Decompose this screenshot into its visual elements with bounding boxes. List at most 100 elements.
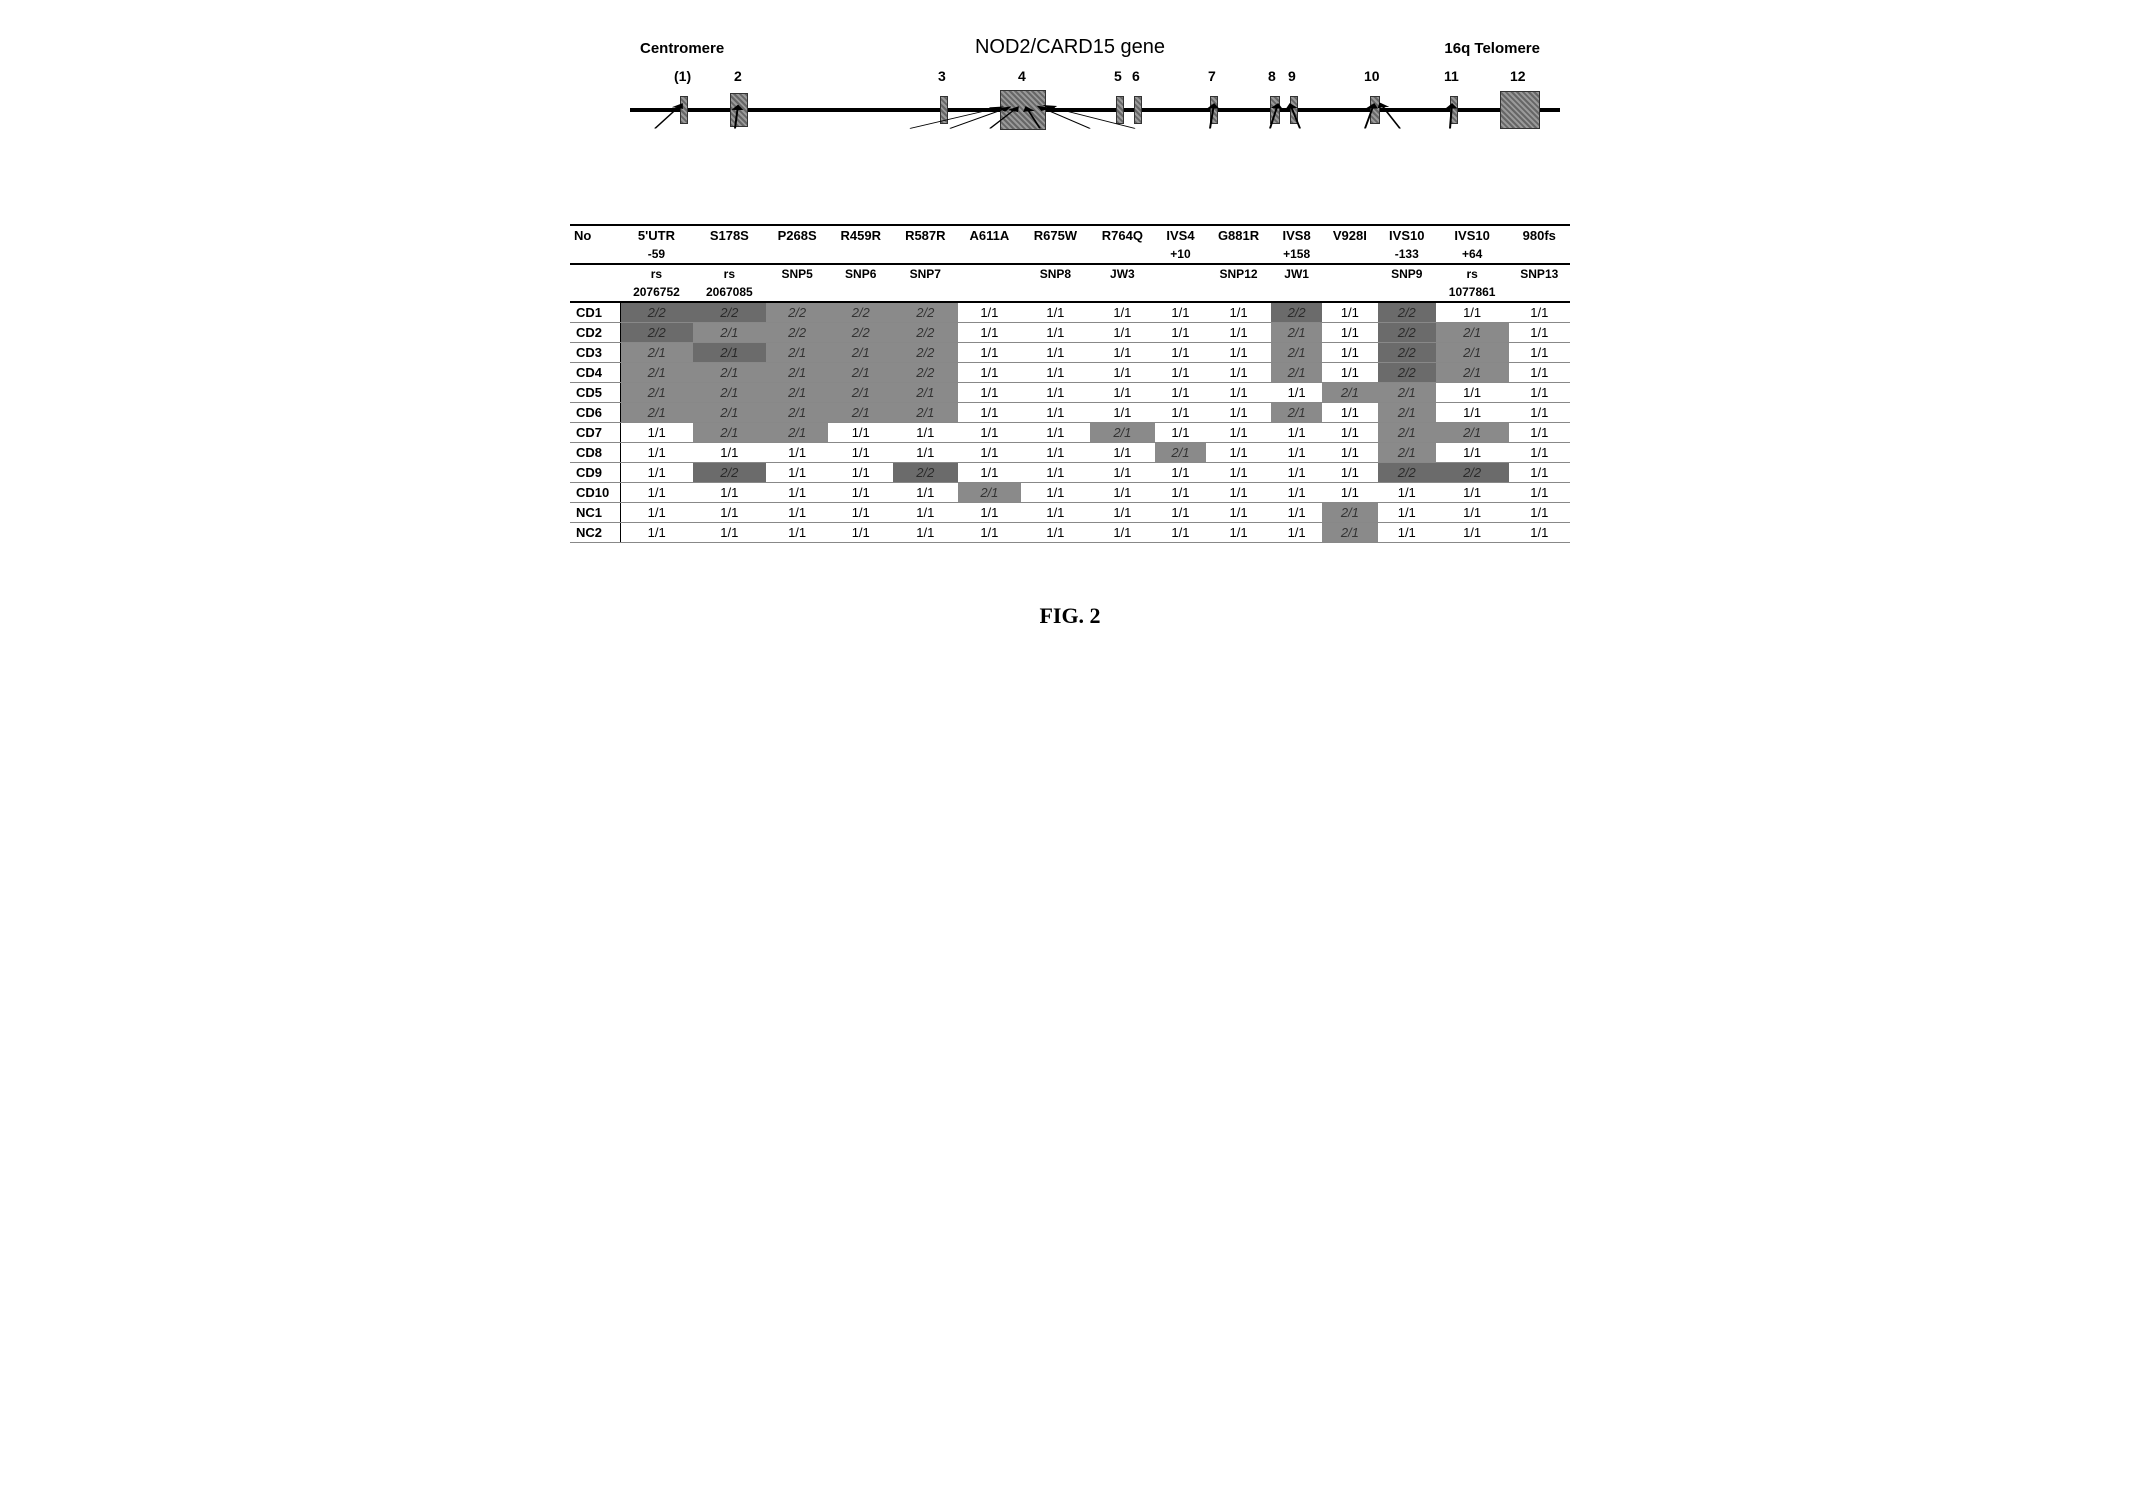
gene-title: NOD2/CARD15 gene bbox=[570, 36, 1570, 59]
genotype-cell: 2/1 bbox=[1436, 423, 1509, 443]
gene-diagram: Centromere NOD2/CARD15 gene 16q Telomere… bbox=[570, 40, 1570, 220]
genotype-cell: 1/1 bbox=[1090, 383, 1156, 403]
genotype-cell: 2/1 bbox=[958, 483, 1022, 503]
genotype-cell: 2/1 bbox=[693, 323, 766, 343]
genotype-cell: 2/2 bbox=[1436, 463, 1509, 483]
genotype-cell: 2/1 bbox=[1271, 323, 1322, 343]
header-variant: R587R bbox=[893, 225, 958, 245]
genotype-cell: 1/1 bbox=[1090, 323, 1156, 343]
row-id: CD6 bbox=[570, 403, 620, 423]
genotype-cell: 1/1 bbox=[958, 423, 1022, 443]
header-variant: A611A bbox=[958, 225, 1022, 245]
gene-track bbox=[570, 90, 1570, 140]
genotype-cell: 1/1 bbox=[1509, 443, 1570, 463]
exon-box bbox=[1500, 91, 1540, 129]
genotype-cell: 2/1 bbox=[766, 403, 829, 423]
exon-number: 11 bbox=[1444, 68, 1459, 84]
row-id: CD5 bbox=[570, 383, 620, 403]
genotype-cell: 2/2 bbox=[828, 323, 893, 343]
header-rs bbox=[1206, 283, 1272, 302]
header-snp: SNP8 bbox=[1021, 264, 1089, 283]
row-id: NC2 bbox=[570, 523, 620, 543]
genotype-cell: 1/1 bbox=[1206, 503, 1272, 523]
genotype-cell: 2/1 bbox=[1322, 383, 1378, 403]
genotype-cell: 1/1 bbox=[1271, 443, 1322, 463]
genotype-cell: 1/1 bbox=[1322, 443, 1378, 463]
header-variant: R675W bbox=[1021, 225, 1089, 245]
genotype-cell: 1/1 bbox=[1322, 483, 1378, 503]
genotype-cell: 2/2 bbox=[893, 463, 958, 483]
genotype-cell: 2/2 bbox=[1378, 363, 1436, 383]
genotype-cell: 2/2 bbox=[828, 302, 893, 323]
genotype-cell: 1/1 bbox=[766, 463, 829, 483]
genotype-cell: 1/1 bbox=[828, 523, 893, 543]
genotype-cell: 1/1 bbox=[1021, 483, 1089, 503]
header-variant: R764Q bbox=[1090, 225, 1156, 245]
table-row: NC11/11/11/11/11/11/11/11/11/11/11/12/11… bbox=[570, 503, 1570, 523]
genotype-cell: 1/1 bbox=[1090, 403, 1156, 423]
genotype-cell: 1/1 bbox=[1206, 423, 1272, 443]
table-row: CD71/12/12/11/11/11/11/12/11/11/11/11/12… bbox=[570, 423, 1570, 443]
genotype-cell: 2/1 bbox=[1155, 443, 1206, 463]
table-row: CD32/12/12/12/12/21/11/11/11/11/12/11/12… bbox=[570, 343, 1570, 363]
genotype-cell: 2/1 bbox=[1322, 523, 1378, 543]
genotype-cell: 1/1 bbox=[693, 503, 766, 523]
header-row-snp: rsrsSNP5SNP6SNP7SNP8JW3SNP12JW1SNP9rsSNP… bbox=[570, 264, 1570, 283]
header-snp: SNP6 bbox=[828, 264, 893, 283]
genotype-cell: 1/1 bbox=[1509, 463, 1570, 483]
genotype-cell: 2/1 bbox=[1378, 443, 1436, 463]
header-offset bbox=[1509, 245, 1570, 264]
genotype-cell: 1/1 bbox=[828, 483, 893, 503]
genotype-cell: 1/1 bbox=[958, 463, 1022, 483]
genotype-cell: 1/1 bbox=[1155, 343, 1206, 363]
genotype-cell: 2/1 bbox=[828, 403, 893, 423]
header-offset: +158 bbox=[1271, 245, 1322, 264]
genotype-cell: 1/1 bbox=[1021, 523, 1089, 543]
exon-number: 6 bbox=[1132, 68, 1140, 84]
header-offset bbox=[1322, 245, 1378, 264]
genotype-cell: 1/1 bbox=[1322, 423, 1378, 443]
genotype-cell: 1/1 bbox=[693, 483, 766, 503]
genotype-cell: 1/1 bbox=[1322, 323, 1378, 343]
header-offset: +10 bbox=[1155, 245, 1206, 264]
header-rs: 2076752 bbox=[620, 283, 693, 302]
genotype-cell: 1/1 bbox=[1322, 403, 1378, 423]
genotype-cell: 2/2 bbox=[766, 302, 829, 323]
header-snp bbox=[1322, 264, 1378, 283]
genotype-cell: 1/1 bbox=[1155, 363, 1206, 383]
genotype-cell: 2/2 bbox=[1378, 302, 1436, 323]
genotype-cell: 1/1 bbox=[1155, 483, 1206, 503]
telomere-label: 16q Telomere bbox=[1444, 40, 1540, 57]
genotype-cell: 1/1 bbox=[1509, 363, 1570, 383]
genotype-cell: 1/1 bbox=[893, 423, 958, 443]
genotype-cell: 1/1 bbox=[828, 423, 893, 443]
table-body: CD12/22/22/22/22/21/11/11/11/11/12/21/12… bbox=[570, 302, 1570, 543]
variant-arrow bbox=[1380, 103, 1400, 128]
genotype-cell: 2/1 bbox=[1378, 423, 1436, 443]
table-row: CD91/12/21/11/12/21/11/11/11/11/11/11/12… bbox=[570, 463, 1570, 483]
genotype-cell: 1/1 bbox=[1206, 323, 1272, 343]
header-variant: IVS4 bbox=[1155, 225, 1206, 245]
genotype-cell: 1/1 bbox=[620, 443, 693, 463]
header-offset bbox=[1090, 245, 1156, 264]
exon-number: 10 bbox=[1364, 68, 1380, 84]
genotype-cell: 1/1 bbox=[766, 523, 829, 543]
genotype-cell: 2/1 bbox=[693, 363, 766, 383]
genotype-cell: 1/1 bbox=[1021, 423, 1089, 443]
genotype-cell: 2/1 bbox=[693, 403, 766, 423]
genotype-cell: 1/1 bbox=[1090, 343, 1156, 363]
genotype-cell: 1/1 bbox=[958, 503, 1022, 523]
genotype-cell: 2/1 bbox=[693, 423, 766, 443]
genotype-cell: 1/1 bbox=[766, 443, 829, 463]
exon-box bbox=[730, 93, 748, 127]
header-variant: S178S bbox=[693, 225, 766, 245]
header-snp bbox=[958, 264, 1022, 283]
genotype-cell: 1/1 bbox=[1436, 403, 1509, 423]
genotype-cell: 1/1 bbox=[958, 383, 1022, 403]
header-variant: P268S bbox=[766, 225, 829, 245]
header-row-variants: No 5'UTRS178SP268SR459RR587RA611AR675WR7… bbox=[570, 225, 1570, 245]
genotype-cell: 2/2 bbox=[1378, 343, 1436, 363]
header-offset bbox=[893, 245, 958, 264]
genotype-cell: 1/1 bbox=[1021, 323, 1089, 343]
genotype-cell: 2/1 bbox=[1322, 503, 1378, 523]
